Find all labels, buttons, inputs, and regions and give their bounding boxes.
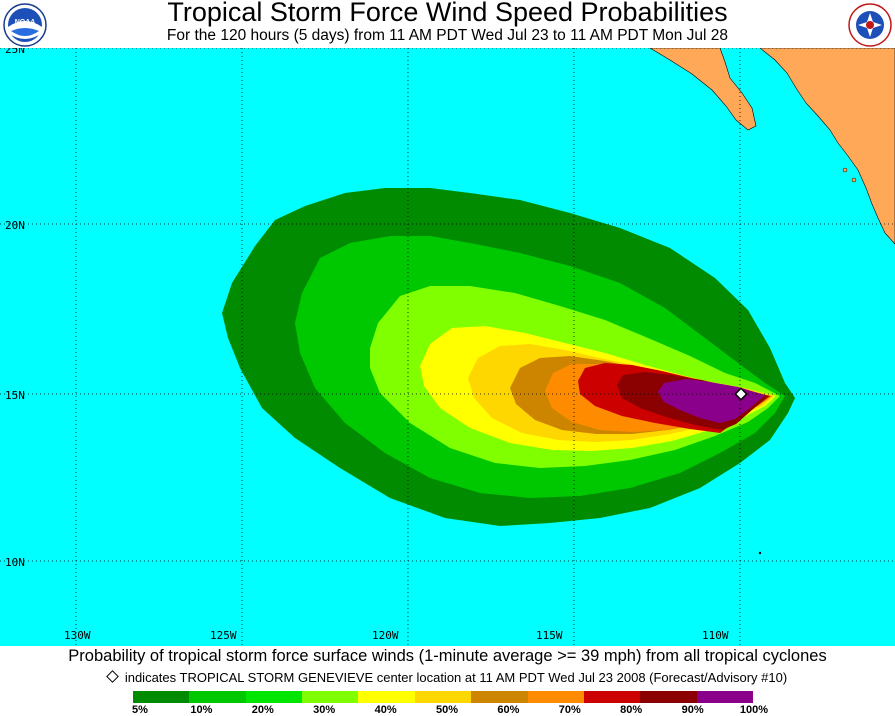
footer: Probability of tropical storm force surf…	[0, 646, 895, 716]
national-weather-service-logo-icon	[848, 3, 892, 47]
legend-tick-label: 100%	[739, 704, 769, 716]
contour-90-percent	[658, 379, 765, 423]
legend-tick-label: 30%	[313, 704, 336, 716]
lon-label: 110W	[702, 629, 729, 642]
legend-tick-label: 40%	[374, 704, 397, 716]
map-caption: Probability of tropical storm force surf…	[68, 647, 827, 665]
storm-location-note: indicates TROPICAL STORM GENEVIEVE cente…	[0, 670, 895, 685]
legend-tick-label: 90%	[681, 704, 704, 716]
color-scale	[133, 691, 753, 703]
probability-contours	[222, 188, 795, 526]
legend-swatch	[302, 691, 359, 703]
legend-tick-label: 50%	[435, 704, 459, 716]
header: NOAA Tropical Storm Force Wind Speed Pro…	[0, 0, 895, 48]
baja-california	[649, 48, 757, 131]
legend-swatch	[640, 691, 697, 703]
page-title: Tropical Storm Force Wind Speed Probabil…	[167, 0, 728, 27]
page-subtitle: For the 120 hours (5 days) from 11 AM PD…	[166, 27, 729, 44]
storm-location-text: indicates TROPICAL STORM GENEVIEVE cente…	[124, 670, 788, 685]
storm-center-diamond-icon	[734, 387, 748, 401]
lon-label: 120W	[372, 629, 399, 642]
legend-tick-label: 80%	[620, 704, 643, 716]
legend-tick-label: 20%	[251, 704, 274, 716]
color-scale-ticks: 5% 10% 20% 30% 40% 50% 60% 70% 80% 90% 100%	[0, 704, 895, 716]
mainland-mexico	[759, 48, 895, 245]
diamond-icon	[105, 670, 119, 683]
legend-tick-label: 60%	[497, 704, 520, 716]
legend-swatch	[471, 691, 528, 703]
legend-tick-label: 10%	[190, 704, 213, 716]
lon-label: 115W	[536, 629, 563, 642]
legend-swatch	[133, 691, 190, 703]
lat-label: 15N	[5, 389, 25, 402]
legend-swatch	[358, 691, 415, 703]
legend-swatch	[696, 691, 753, 703]
legend-tick-label: 5%	[132, 704, 148, 716]
svg-text:NOAA: NOAA	[15, 19, 36, 26]
island	[851, 177, 857, 183]
lat-label: 25N	[5, 48, 25, 56]
legend-swatch	[189, 691, 246, 703]
island	[842, 167, 848, 173]
lon-label: 125W	[210, 629, 237, 642]
lat-label: 10N	[5, 556, 25, 569]
probability-map: 25N 20N 15N 10N 130W 125W 120W 115W 110W	[0, 48, 895, 646]
lat-label: 20N	[5, 219, 25, 232]
legend-tick-label: 70%	[558, 704, 581, 716]
legend-swatch	[583, 691, 641, 703]
lon-label: 130W	[64, 629, 91, 642]
legend-swatch	[414, 691, 472, 703]
legend-swatch	[245, 691, 303, 703]
island	[758, 551, 762, 555]
legend-swatch	[527, 691, 584, 703]
noaa-logo-icon: NOAA	[3, 3, 47, 47]
